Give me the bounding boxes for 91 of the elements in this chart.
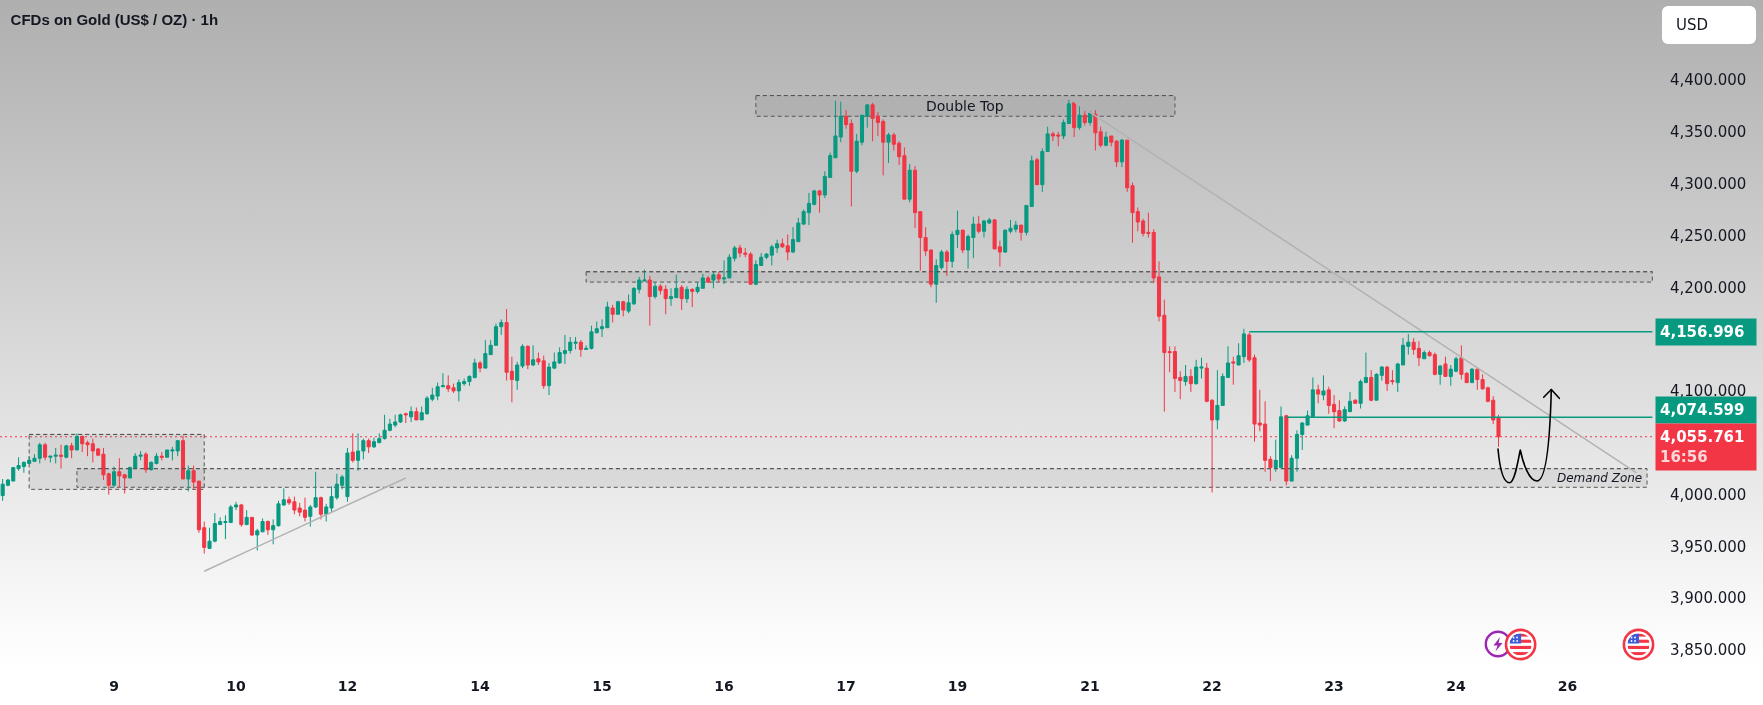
candlestick (1088, 110, 1093, 127)
candlestick (112, 466, 117, 488)
candlestick (302, 497, 308, 522)
y-tick-label: 3,900.000 (1670, 589, 1747, 608)
candlestick (1353, 398, 1358, 404)
candlestick (907, 163, 912, 203)
candlestick (578, 339, 583, 358)
candlestick (1231, 356, 1236, 386)
series-label: 4,156.996 (1660, 323, 1745, 341)
ref-line-label: 4,055.761 16:56 (1660, 428, 1745, 466)
candlestick (1316, 384, 1321, 404)
candlestick (1369, 369, 1374, 402)
candlestick (1119, 138, 1124, 168)
y-tick-label: 4,400.000 (1670, 71, 1747, 90)
x-tick-label: 23 (1324, 678, 1344, 694)
candlestick (244, 509, 249, 526)
candlestick (403, 412, 408, 424)
y-tick-label: 3,950.000 (1670, 537, 1747, 556)
candlestick (684, 285, 689, 304)
y-tick-label: 4,000.000 (1670, 485, 1747, 504)
y-tick-label: 4,100.000 (1670, 382, 1747, 401)
x-tick-label: 24 (1446, 678, 1467, 694)
currency-button: USD (1662, 6, 1756, 44)
candlestick (1438, 364, 1443, 386)
candlestick (1019, 224, 1024, 242)
candlestick (43, 442, 48, 461)
candlestick (525, 344, 530, 370)
candlestick (1422, 349, 1427, 360)
candlestick (1188, 368, 1193, 393)
candlestick (265, 519, 270, 536)
candlestick (711, 271, 716, 289)
series-label: Demand Zone (1557, 471, 1643, 485)
x-tick-label: 14 (470, 678, 491, 694)
x-tick-label: 17 (836, 678, 856, 694)
candlestick (409, 405, 414, 423)
candlestick (74, 432, 79, 451)
y-tick-label: 4,300.000 (1670, 174, 1747, 193)
candlestick (531, 344, 536, 366)
candlestick (1183, 364, 1188, 387)
candlestick (239, 503, 244, 528)
candlestick (621, 300, 626, 317)
candlestick (716, 271, 721, 283)
x-tick-label: 19 (947, 678, 968, 694)
candlestick (414, 406, 419, 421)
candlestick (615, 300, 621, 315)
chart-title: CFDs on Gold (US$ / OZ) · 1h (10, 10, 219, 28)
candlestick (976, 215, 981, 234)
candlestick (1034, 157, 1040, 186)
candlestick (886, 132, 891, 164)
candlestick (318, 496, 323, 520)
candlestick (159, 451, 164, 461)
candlestick (58, 444, 64, 470)
candlestick (690, 288, 695, 308)
x-tick-label: 22 (1202, 678, 1222, 694)
candlestick (679, 284, 684, 311)
candlestick (737, 244, 743, 258)
candlestick (366, 438, 371, 454)
candlestick (944, 249, 949, 277)
candlestick (647, 275, 652, 327)
x-tick-label: 15 (592, 678, 612, 694)
candlestick (1072, 101, 1077, 138)
x-tick-label: 16 (714, 678, 734, 694)
candlestick (64, 444, 69, 459)
candlestick (478, 360, 483, 373)
candlestick (1077, 105, 1082, 131)
x-tick-label: 9 (109, 678, 119, 694)
candlestick (1103, 131, 1109, 147)
y-tick-label: 4,250.000 (1670, 226, 1747, 245)
candlestick (69, 442, 74, 459)
candlestick (960, 228, 965, 254)
candlestick (1082, 110, 1087, 127)
candlestick (706, 275, 711, 284)
candlestick (981, 219, 987, 239)
x-tick-label: 26 (1557, 678, 1578, 694)
candlestick (249, 516, 254, 537)
y-tick-label: 4,350.000 (1670, 123, 1747, 142)
x-tick-label: 12 (337, 678, 358, 694)
candlestick (143, 451, 148, 474)
candlestick (817, 190, 822, 214)
candlestick (610, 304, 615, 324)
candlestick (653, 281, 658, 300)
series-label: 4,074.599 (1660, 401, 1745, 419)
x-tick-label: 21 (1080, 678, 1100, 694)
candlestick (1469, 367, 1475, 384)
candlestick (1321, 374, 1326, 401)
candlestick (186, 465, 191, 492)
y-tick-label: 4,200.000 (1670, 278, 1747, 297)
x-tick-label: 10 (226, 678, 247, 694)
candlestick (1443, 356, 1448, 377)
y-tick-label: 3,850.000 (1670, 641, 1747, 660)
series-label: Double Top (926, 98, 1004, 114)
